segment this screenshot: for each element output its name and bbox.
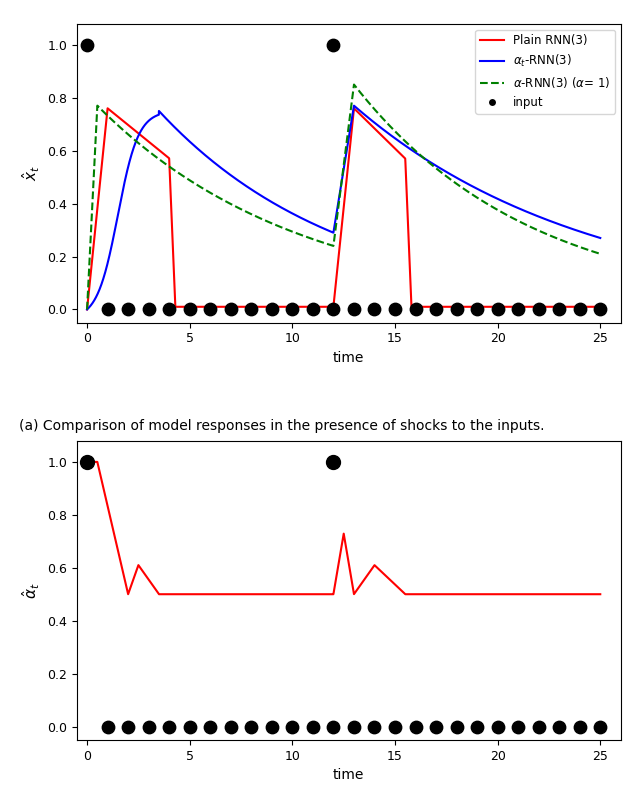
Legend: Plain RNN(3), $\alpha_t$-RNN(3), $\alpha$-RNN(3) ($\alpha$= 1), input: Plain RNN(3), $\alpha_t$-RNN(3), $\alpha… <box>476 30 615 114</box>
Point <box>102 303 113 316</box>
Point <box>287 303 298 316</box>
Point <box>513 720 524 733</box>
Point <box>390 720 400 733</box>
Point <box>534 720 544 733</box>
Point <box>205 720 215 733</box>
Point <box>390 303 400 316</box>
Point <box>369 303 380 316</box>
Text: (a) Comparison of model responses in the presence of shocks to the inputs.: (a) Comparison of model responses in the… <box>19 419 545 433</box>
Point <box>143 303 154 316</box>
X-axis label: time: time <box>333 351 365 365</box>
Point <box>595 303 605 316</box>
Point <box>328 39 339 51</box>
Point <box>410 303 420 316</box>
Point <box>102 720 113 733</box>
Point <box>226 303 236 316</box>
Point <box>472 720 482 733</box>
Point <box>410 720 420 733</box>
Point <box>164 720 174 733</box>
Point <box>369 720 380 733</box>
Point <box>246 303 257 316</box>
Point <box>184 720 195 733</box>
Y-axis label: $\hat{x}_t$: $\hat{x}_t$ <box>20 165 42 181</box>
Point <box>267 303 277 316</box>
Point <box>595 720 605 733</box>
Point <box>328 303 339 316</box>
Point <box>431 720 441 733</box>
Point <box>226 720 236 733</box>
Point <box>308 720 318 733</box>
Point <box>451 303 461 316</box>
Point <box>493 303 503 316</box>
Point <box>349 303 359 316</box>
Point <box>349 720 359 733</box>
Point <box>534 303 544 316</box>
Point <box>246 720 257 733</box>
Point <box>554 303 564 316</box>
X-axis label: time: time <box>333 768 365 782</box>
Point <box>205 303 215 316</box>
Point <box>513 303 524 316</box>
Point <box>493 720 503 733</box>
Point <box>287 720 298 733</box>
Point <box>431 303 441 316</box>
Point <box>472 303 482 316</box>
Point <box>575 720 585 733</box>
Point <box>164 303 174 316</box>
Point <box>575 303 585 316</box>
Point <box>143 720 154 733</box>
Point <box>184 303 195 316</box>
Point <box>82 456 92 468</box>
Point <box>554 720 564 733</box>
Point <box>451 720 461 733</box>
Point <box>123 303 133 316</box>
Point <box>328 720 339 733</box>
Point <box>123 720 133 733</box>
Point <box>328 456 339 468</box>
Point <box>267 720 277 733</box>
Point <box>82 39 92 51</box>
Point <box>308 303 318 316</box>
Y-axis label: $\hat{\alpha}_t$: $\hat{\alpha}_t$ <box>20 582 42 599</box>
